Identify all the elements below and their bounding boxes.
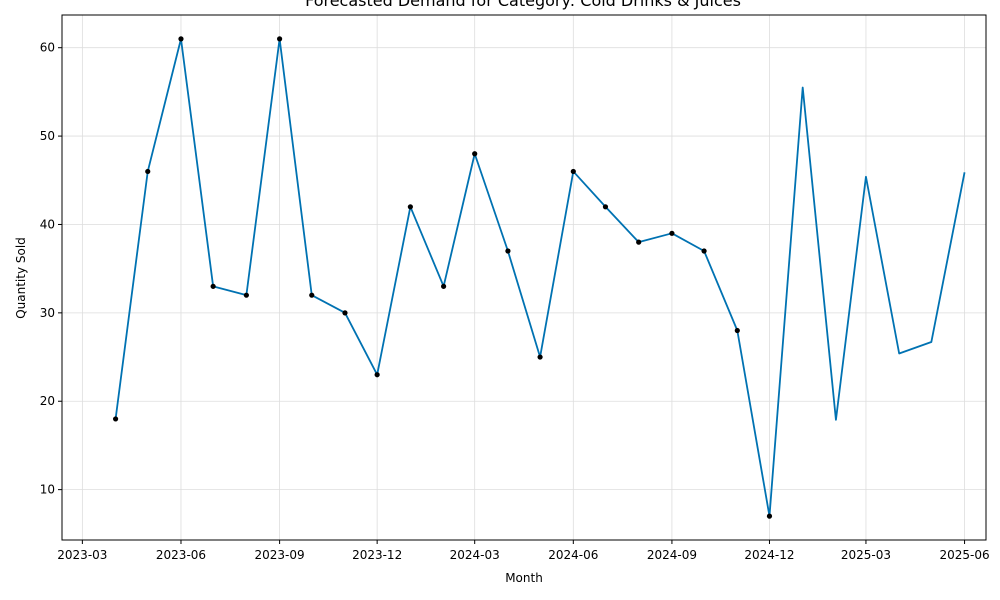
data-point [669,230,675,236]
data-point [537,354,543,360]
x-tick-label: 2024-09 [647,548,697,562]
series-line [114,37,966,518]
x-tick-label: 2024-06 [548,548,598,562]
data-point [145,168,151,175]
x-tick-label: 2023-03 [57,548,107,562]
x-tick-label: 2025-06 [939,548,989,562]
y-axis-ticks: 10 20 30 40 50 60 [40,41,62,497]
y-tick-label: 10 [40,483,55,497]
data-point [505,248,511,254]
plot-frame [61,14,987,541]
y-tick-label: 60 [40,41,55,55]
x-tick-label: 2025-03 [841,548,891,562]
data-point [441,283,447,289]
data-point [178,36,184,42]
x-tick-label: 2023-09 [255,548,305,562]
data-point [112,416,119,422]
grid-lines [62,15,986,540]
series-layer [112,36,966,519]
data-point [342,310,348,316]
y-tick-label: 30 [40,306,55,320]
data-point [701,248,707,254]
y-axis-label: Quantity Sold [14,237,28,319]
data-point [374,372,380,378]
data-point [243,292,249,298]
x-tick-label: 2023-06 [156,548,206,562]
x-axis-ticks: 2023-03 2023-06 2023-09 2023-12 2024-03 2024-… [57,540,990,562]
data-point [309,292,315,298]
x-tick-label: 2024-12 [744,548,794,562]
data-point [602,204,609,210]
data-point [636,239,642,245]
y-tick-label: 50 [40,129,55,143]
y-tick-label: 40 [40,217,55,231]
data-point [472,151,478,157]
axes [61,14,987,541]
data-point [766,513,773,519]
y-tick-label: 20 [40,394,55,408]
data-point [210,283,216,289]
data-point [277,36,283,42]
x-tick-label: 2024-03 [450,548,500,562]
x-tick-label: 2023-12 [352,548,402,562]
data-point [570,168,576,175]
x-axis-label: Month [505,571,543,585]
data-point [734,327,740,334]
chart-title: Forecasted Demand for Category: Cold Dri… [305,0,741,10]
data-point [407,204,413,210]
